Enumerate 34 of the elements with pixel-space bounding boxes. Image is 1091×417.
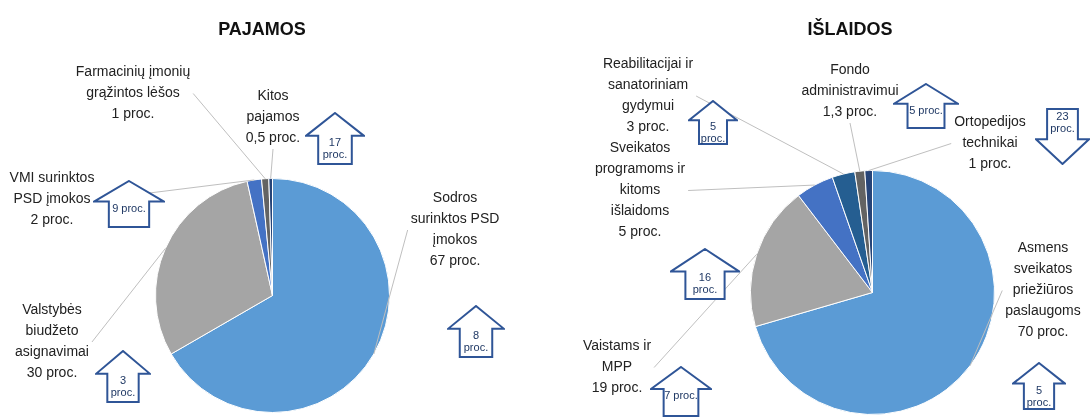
chart-title: IŠLAIDOS [807, 17, 893, 39]
text: 7 proc. [663, 388, 699, 401]
text: 5 proc. [1025, 383, 1053, 408]
slice-label: Sveikatos programoms ir kitoms išlaidoms [594, 139, 686, 219]
slice-label: Sodros surinktos PSD įmokos [410, 189, 500, 248]
slice-label: Farmacinių įmonių grąžintos lėšos [75, 63, 191, 101]
text: 17 proc. [321, 135, 349, 160]
slice-label: Kitos pajamos [246, 87, 300, 125]
data-label: 1 proc. [968, 155, 1012, 172]
slice-label: Ortopedijos technikai [954, 113, 1026, 151]
data-label: 19 proc. [591, 379, 643, 396]
text: 16 proc. [691, 271, 719, 296]
data-label: 3 proc. [626, 118, 670, 135]
slice-label: Vaistams ir MPP [582, 337, 652, 375]
data-label: 5 proc. [618, 223, 662, 240]
text: 3 proc. [109, 373, 137, 398]
text: 8 proc. [462, 328, 490, 353]
data-label: 1,3 proc. [822, 103, 878, 120]
slice-label: Valstybės biudžeto asignavimai [15, 301, 89, 360]
text: 5 proc. [908, 103, 944, 116]
text: 9 proc. [111, 201, 147, 214]
chart-title: PAJAMOS [218, 18, 306, 39]
text: 5 proc. [699, 120, 727, 145]
data-label: 1 proc. [111, 105, 155, 122]
slice-label: VMI surinktos PSD įmokos [9, 169, 95, 207]
data-label: 2 proc. [30, 211, 74, 228]
data-label: 0,5 proc. [245, 129, 301, 146]
slice-label: Fondo administravimui [801, 61, 899, 99]
slice-label: Reabilitacijai ir sanatoriniam gydymui [602, 55, 694, 114]
data-label: 70 proc. [1017, 323, 1069, 340]
data-label: 67 proc. [429, 252, 481, 269]
text: 23 proc. [1049, 110, 1076, 134]
slice-label: Asmens sveikatos priežiūros paslaugoms [1005, 239, 1081, 319]
data-label: 30 proc. [26, 364, 78, 381]
